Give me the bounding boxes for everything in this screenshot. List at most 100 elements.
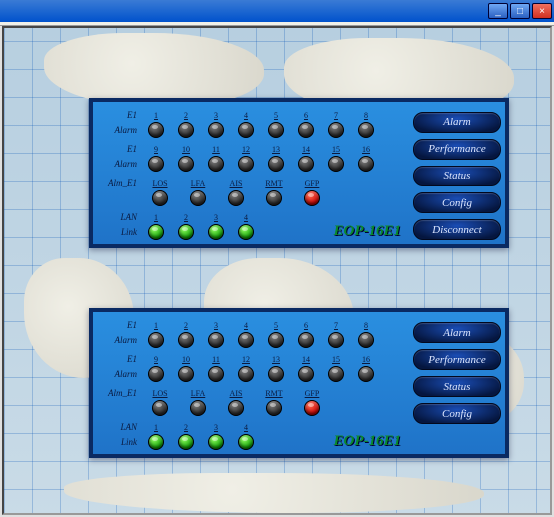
row-label-lan: LAN — [97, 422, 141, 432]
led-off — [148, 156, 164, 172]
row-label-link: Link — [97, 227, 141, 237]
model-label: EOP-16E1 — [334, 223, 402, 240]
col-header: 15 — [321, 355, 351, 364]
col-header: 2 — [171, 423, 201, 432]
col-header: 8 — [351, 321, 381, 330]
col-header: 16 — [351, 355, 381, 364]
led-green — [208, 434, 224, 450]
config-button[interactable]: Config — [413, 403, 501, 424]
led-off — [148, 122, 164, 138]
led-off — [328, 366, 344, 382]
row-label-e1: E1 — [97, 320, 141, 330]
led-off — [328, 122, 344, 138]
minimize-button[interactable]: _ — [488, 3, 508, 19]
col-header: 2 — [171, 111, 201, 120]
row-label-e1: E1 — [97, 110, 141, 120]
col-header: 1 — [141, 111, 171, 120]
alm-col-header: LOS — [141, 389, 179, 398]
alm-col-header: RMT — [255, 179, 293, 188]
col-header: 12 — [231, 355, 261, 364]
led-off — [358, 122, 374, 138]
led-off — [178, 366, 194, 382]
led-red — [304, 190, 320, 206]
col-header: 2 — [171, 321, 201, 330]
alm-col-header: LOS — [141, 179, 179, 188]
led-off — [358, 156, 374, 172]
led-off — [152, 400, 168, 416]
col-header: 3 — [201, 423, 231, 432]
col-header: 13 — [261, 355, 291, 364]
col-header: 2 — [171, 213, 201, 222]
button-column: Alarm Performance Status Config Disconnect — [409, 102, 505, 244]
col-header: 13 — [261, 145, 291, 154]
led-green — [178, 224, 194, 240]
row-label-alarm: Alarm — [97, 335, 141, 345]
config-button[interactable]: Config — [413, 192, 501, 213]
row-label-alarm: Alarm — [97, 369, 141, 379]
led-off — [268, 156, 284, 172]
led-green — [178, 434, 194, 450]
led-off — [266, 190, 282, 206]
alm-col-header: GFP — [293, 179, 331, 188]
col-header: 6 — [291, 321, 321, 330]
performance-button[interactable]: Performance — [413, 139, 501, 160]
col-header: 4 — [231, 423, 261, 432]
col-header: 10 — [171, 355, 201, 364]
performance-button[interactable]: Performance — [413, 349, 501, 370]
col-header: 11 — [201, 145, 231, 154]
led-off — [148, 366, 164, 382]
alm-col-header: LFA — [179, 389, 217, 398]
led-green — [148, 434, 164, 450]
device-panel: E112345678AlarmE1910111213141516AlarmAlm… — [89, 308, 509, 458]
alm-col-header: AIS — [217, 389, 255, 398]
col-header: 9 — [141, 355, 171, 364]
led-green — [208, 224, 224, 240]
led-off — [178, 122, 194, 138]
led-off — [298, 366, 314, 382]
led-off — [228, 400, 244, 416]
row-label-e1: E1 — [97, 144, 141, 154]
led-off — [328, 156, 344, 172]
col-header: 1 — [141, 423, 171, 432]
maximize-button[interactable]: □ — [510, 3, 530, 19]
col-header: 14 — [291, 355, 321, 364]
row-label-alarm: Alarm — [97, 159, 141, 169]
status-button[interactable]: Status — [413, 376, 501, 397]
col-header: 15 — [321, 145, 351, 154]
led-off — [358, 366, 374, 382]
led-off — [208, 156, 224, 172]
led-off — [298, 156, 314, 172]
led-off — [148, 332, 164, 348]
led-off — [190, 400, 206, 416]
led-off — [190, 190, 206, 206]
led-off — [178, 332, 194, 348]
row-label-alm-e1: Alm_E1 — [97, 178, 141, 188]
led-off — [208, 332, 224, 348]
close-button[interactable]: × — [532, 3, 552, 19]
led-area: E112345678AlarmE1910111213141516AlarmAlm… — [93, 102, 409, 244]
col-header: 7 — [321, 111, 351, 120]
alarm-button[interactable]: Alarm — [413, 322, 501, 343]
led-off — [228, 190, 244, 206]
col-header: 1 — [141, 213, 171, 222]
led-off — [298, 122, 314, 138]
status-button[interactable]: Status — [413, 166, 501, 187]
led-off — [298, 332, 314, 348]
led-off — [238, 156, 254, 172]
col-header: 9 — [141, 145, 171, 154]
landmass — [44, 33, 264, 108]
led-off — [178, 156, 194, 172]
led-off — [358, 332, 374, 348]
led-green — [238, 434, 254, 450]
led-off — [238, 122, 254, 138]
alm-col-header: GFP — [293, 389, 331, 398]
row-label-alm-e1: Alm_E1 — [97, 388, 141, 398]
col-header: 8 — [351, 111, 381, 120]
led-area: E112345678AlarmE1910111213141516AlarmAlm… — [93, 312, 409, 454]
col-header: 3 — [201, 321, 231, 330]
led-off — [152, 190, 168, 206]
model-label: EOP-16E1 — [334, 433, 402, 450]
alarm-button[interactable]: Alarm — [413, 112, 501, 133]
col-header: 3 — [201, 111, 231, 120]
disconnect-button[interactable]: Disconnect — [413, 219, 501, 240]
